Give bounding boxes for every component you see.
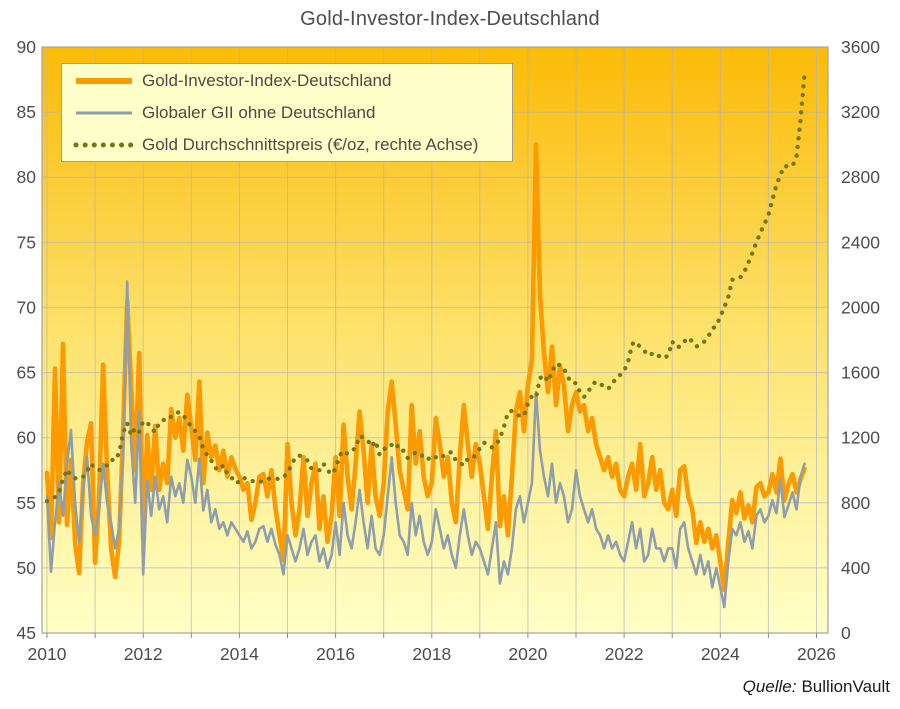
legend-item-gold-price: Gold Durchschnittspreis (€/oz, rechte Ac… bbox=[62, 129, 512, 161]
source-credit: Quelle: BullionVault bbox=[743, 677, 890, 697]
svg-text:2800: 2800 bbox=[841, 167, 880, 187]
x-axis-labels: 2010 2012 2014 2016 2018 2020 2022 2024 2026 bbox=[28, 644, 836, 664]
svg-text:400: 400 bbox=[841, 558, 870, 578]
svg-text:55: 55 bbox=[17, 493, 36, 513]
svg-text:70: 70 bbox=[17, 297, 37, 317]
legend-label-gold-price: Gold Durchschnittspreis (€/oz, rechte Ac… bbox=[142, 134, 479, 154]
svg-text:2012: 2012 bbox=[124, 644, 163, 664]
svg-text:3600: 3600 bbox=[841, 37, 880, 57]
chart-title: Gold-Investor-Index-Deutschland bbox=[300, 8, 600, 30]
svg-text:2022: 2022 bbox=[605, 644, 644, 664]
svg-text:2000: 2000 bbox=[841, 297, 880, 317]
legend-label-global-gii: Globaler GII ohne Deutschland bbox=[142, 102, 376, 122]
svg-text:2020: 2020 bbox=[508, 644, 547, 664]
svg-text:2010: 2010 bbox=[28, 644, 67, 664]
svg-text:60: 60 bbox=[17, 428, 37, 448]
svg-text:800: 800 bbox=[841, 493, 870, 513]
legend-label-german-gii: Gold-Investor-Index-Deutschland bbox=[142, 70, 392, 90]
svg-text:90: 90 bbox=[17, 37, 37, 57]
y-axis-left-labels: 45 50 55 60 65 70 75 80 85 90 bbox=[17, 37, 37, 643]
legend-swatch-global-gii-icon bbox=[76, 111, 132, 114]
series-line-1 bbox=[45, 280, 806, 609]
legend-swatch-gold-price-icon bbox=[73, 142, 135, 147]
legend-swatch-german-gii-icon bbox=[76, 77, 132, 84]
x-axis-tick-marks bbox=[46, 633, 817, 638]
svg-text:2400: 2400 bbox=[841, 232, 880, 252]
svg-text:1600: 1600 bbox=[841, 363, 880, 383]
plot-border bbox=[41, 46, 829, 634]
y-axis-right-labels: 0 400 800 1200 1600 2000 2400 2800 3200 3600 bbox=[841, 37, 880, 643]
source-label: Quelle: bbox=[742, 677, 797, 696]
chart-legend: Gold-Investor-Index-Deutschland Globaler… bbox=[61, 63, 513, 162]
svg-text:0: 0 bbox=[841, 623, 851, 643]
svg-text:3200: 3200 bbox=[841, 102, 880, 122]
svg-text:80: 80 bbox=[17, 167, 37, 187]
legend-item-global-gii: Globaler GII ohne Deutschland bbox=[62, 97, 512, 129]
svg-text:2024: 2024 bbox=[701, 644, 740, 664]
svg-text:2016: 2016 bbox=[316, 644, 355, 664]
svg-text:2026: 2026 bbox=[797, 644, 836, 664]
source-name: BullionVault bbox=[801, 677, 890, 696]
series-line-2 bbox=[44, 72, 807, 504]
svg-text:50: 50 bbox=[17, 558, 37, 578]
svg-text:45: 45 bbox=[17, 623, 36, 643]
svg-text:85: 85 bbox=[17, 102, 36, 122]
svg-text:65: 65 bbox=[17, 363, 36, 383]
series-line-0 bbox=[44, 142, 807, 593]
legend-item-german-gii: Gold-Investor-Index-Deutschland bbox=[62, 65, 512, 97]
svg-text:75: 75 bbox=[17, 232, 36, 252]
svg-text:1200: 1200 bbox=[841, 428, 880, 448]
svg-text:2014: 2014 bbox=[220, 644, 259, 664]
svg-text:2018: 2018 bbox=[412, 644, 451, 664]
